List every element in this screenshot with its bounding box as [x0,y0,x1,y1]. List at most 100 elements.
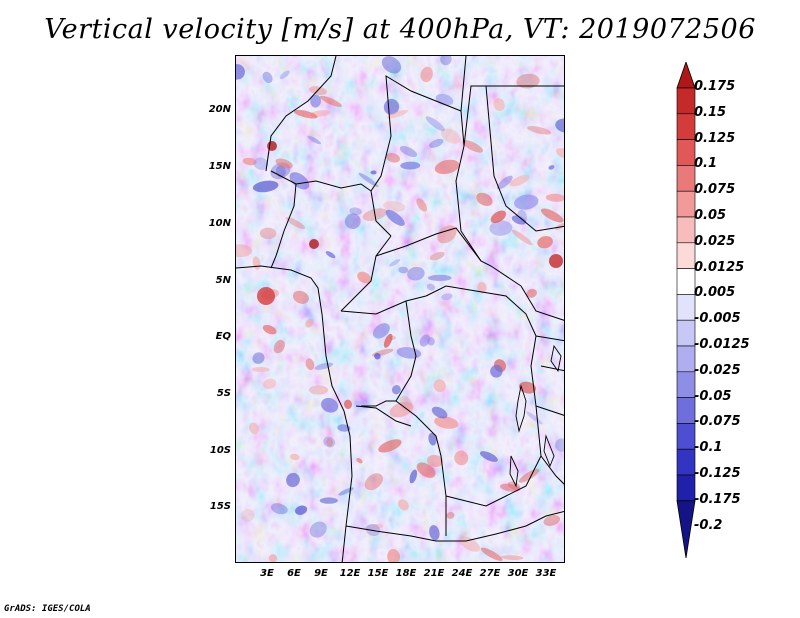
lon-label: 27E [479,568,501,579]
colorbar-segment [676,474,696,502]
colorbar-segment [676,371,696,398]
velocity-cell [314,362,334,370]
velocity-cell [407,266,425,281]
velocity-cell [374,352,381,360]
velocity-cell [555,438,564,452]
velocity-cell [545,193,564,202]
velocity-cell [319,497,338,504]
colorbar-segment [676,139,696,166]
velocity-cell [389,401,414,418]
velocity-cell [383,98,400,115]
velocity-cell [398,266,409,274]
velocity-cell [427,274,452,281]
velocity-cell [383,333,393,348]
velocity-cell [428,432,437,446]
velocity-cell [476,192,493,207]
velocity-cell [307,135,321,145]
velocity-cell [525,411,543,425]
colorbar-segment [676,423,696,450]
colorbar-segment [676,448,696,476]
velocity-cell [441,293,453,301]
velocity-cell [268,554,278,562]
strong-updraft-cell [267,141,277,151]
velocity-cell [396,347,422,359]
velocity-cell [236,64,245,80]
velocity-cell [372,323,390,339]
velocity-cell [555,118,564,133]
lon-label: 15E [367,568,389,579]
strong-updraft-cell [257,287,275,305]
lat-label: 15S [209,501,231,512]
velocity-cell [556,148,564,160]
velocity-cell [290,453,300,461]
lon-label: 9E [314,568,328,579]
colorbar-level-label: 0.025 [694,233,736,249]
velocity-cell [292,290,309,304]
velocity-cell [357,271,372,284]
colorbar-level-label: -0.2 [694,517,723,533]
velocity-cell [364,524,384,531]
lat-label: 5N [215,275,231,286]
lat-label: 10N [208,218,231,229]
velocity-cell [273,339,285,354]
country-borders [236,56,564,562]
colorbar-segment [676,242,696,269]
strong-updraft-cell [549,254,563,268]
velocity-cell [323,436,336,448]
grads-credit: GrADS: IGES/COLA [4,604,91,614]
strong-updraft-cell [309,239,319,249]
velocity-cell [381,56,402,74]
velocity-cell [429,525,440,541]
velocity-cell [343,399,353,409]
colorbar-level-label: -0.1 [694,440,723,456]
lat-label: EQ [215,331,231,342]
velocity-cell [251,366,270,373]
velocity-cell [479,451,498,462]
velocity-cell [416,198,428,212]
lat-label: 10S [209,445,231,456]
colorbar-segment [676,397,696,424]
velocity-cell [279,70,290,80]
velocity-cell [275,158,293,169]
colorbar-segment [676,165,696,192]
colorbar-level-label: 0.075 [694,182,736,198]
velocity-cell [477,281,487,294]
velocity-cell [511,229,533,246]
velocity-cell [385,152,401,163]
colorbar-segment [676,345,696,373]
velocity-cell [425,116,445,132]
lon-label: 30E [507,568,529,579]
velocity-cell [387,549,401,562]
velocity-cell [344,213,361,230]
velocity-cell [289,172,310,190]
velocity-cell [429,251,445,261]
velocity-cell [434,416,459,429]
velocity-cell [358,172,379,188]
velocity-cell [252,352,265,364]
colorbar-segment [676,113,696,140]
velocity-cell [253,157,269,170]
velocity-cell [507,481,521,491]
velocity-cell [389,259,401,267]
velocity-cell [305,318,314,328]
velocity-cell [364,473,383,491]
colorbar-level-label: -0.005 [694,311,741,327]
velocity-cell [320,397,339,413]
velocity-cell [236,244,253,258]
velocity-anomalies [236,56,564,562]
velocity-cell [548,165,555,170]
velocity-cell [305,358,315,370]
lon-label: 6E [287,568,301,579]
velocity-cell [400,161,421,170]
velocity-cell [419,334,431,347]
velocity-cell [240,509,255,522]
velocity-cell [527,126,552,135]
velocity-cell [426,283,436,291]
lat-label: 15N [208,161,231,172]
velocity-cell [511,215,527,225]
velocity-cell [398,499,409,511]
velocity-cell [319,95,342,107]
colorbar-level-label: 0.15 [694,104,727,120]
colorbar-segment [676,294,696,321]
velocity-cell [440,128,461,144]
